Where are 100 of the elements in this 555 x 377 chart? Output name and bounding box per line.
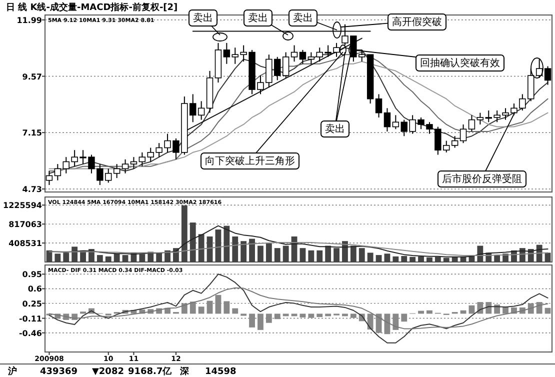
bar [308, 314, 314, 318]
bar [266, 243, 272, 262]
bar [282, 246, 289, 262]
y-tick-label: 11.99 [16, 16, 42, 25]
annotation: 高开假突破 [392, 16, 442, 28]
candlestick [138, 152, 146, 167]
bar [291, 314, 298, 316]
candlestick [308, 52, 315, 64]
candlestick [290, 44, 298, 62]
annotation: 卖出 [193, 12, 213, 24]
bar [198, 234, 204, 262]
bar [224, 301, 230, 314]
candlestick [384, 108, 391, 132]
candlestick [460, 124, 467, 144]
bar [434, 256, 441, 262]
bar [443, 258, 450, 262]
candlestick [122, 158, 129, 174]
text: 沪 [7, 366, 17, 377]
bar [350, 314, 356, 318]
candlestick [476, 112, 484, 125]
candlestick [198, 100, 205, 120]
y-tick-label: 1225594 [3, 201, 42, 210]
bar [342, 314, 348, 316]
bar [198, 306, 204, 314]
bar [114, 254, 120, 262]
bar [325, 246, 332, 262]
text: 深 [179, 366, 190, 377]
bar [274, 314, 280, 320]
candlestick [54, 164, 62, 181]
candlestick [46, 170, 53, 186]
bar [367, 252, 374, 262]
text: 439369 [40, 367, 78, 377]
bar [274, 248, 280, 262]
annotation: 回抽确认突破有效 [420, 57, 500, 69]
bar [486, 302, 492, 314]
line-series [48, 274, 548, 344]
bar [105, 256, 112, 262]
candlestick [282, 52, 290, 78]
bar [426, 257, 432, 262]
bar [96, 255, 103, 262]
bar [232, 308, 238, 314]
bar [240, 241, 247, 262]
bar [258, 246, 264, 262]
bar [215, 294, 222, 314]
bar [181, 205, 188, 262]
y-tick-label: 0.6 [28, 284, 42, 294]
bar [392, 256, 399, 262]
bar [401, 256, 408, 262]
y-tick-label: 9.57 [22, 72, 42, 82]
candlestick [451, 136, 458, 148]
y-tick-label: 4.73 [22, 184, 42, 194]
candlestick [392, 114, 400, 130]
bar [249, 314, 255, 328]
y-tick-label: 7.15 [22, 128, 42, 138]
y-tick-label: -0.11 [18, 314, 42, 324]
candlestick [130, 156, 138, 170]
annotation: 卖出 [325, 123, 345, 135]
bar [232, 236, 238, 262]
bar [536, 302, 542, 314]
y-tick-label: 0.95 [22, 270, 42, 280]
bar [54, 254, 61, 262]
bar [334, 248, 340, 262]
bar [215, 230, 222, 262]
bar [249, 238, 255, 262]
line-series [48, 287, 548, 330]
bar [258, 314, 264, 330]
candlestick [375, 94, 382, 118]
bar [316, 250, 323, 262]
annotation: 卖出 [248, 12, 268, 24]
candlestick [299, 49, 306, 64]
bar [426, 310, 432, 314]
bar [224, 226, 230, 262]
line-series [48, 225, 548, 258]
bar [342, 241, 348, 262]
bar [418, 256, 424, 262]
bar [300, 248, 306, 262]
text: ▼2082 [92, 367, 124, 377]
bar [376, 255, 382, 262]
bar [190, 302, 196, 314]
bar [139, 254, 146, 262]
bar [350, 246, 356, 262]
candlestick [223, 42, 230, 64]
bar [206, 300, 213, 314]
bar [367, 314, 374, 330]
candlestick [468, 114, 476, 132]
bar [384, 254, 390, 262]
bar [122, 255, 128, 262]
bar [392, 314, 399, 330]
annotation: 向下突破上升三角形 [205, 155, 295, 167]
chart-title: 日 线 K线-成交量-MACD指标-前复权-[2] [6, 2, 178, 13]
candlestick [113, 164, 120, 179]
annotation: 卖出 [293, 12, 313, 24]
text: 14598 [205, 367, 236, 377]
annotation: 后市股价反弹受阻 [442, 173, 522, 185]
bar [494, 255, 500, 262]
bar [544, 252, 551, 262]
bar [308, 250, 314, 262]
bar [63, 252, 70, 262]
line-series [48, 242, 548, 256]
bar [266, 314, 272, 323]
